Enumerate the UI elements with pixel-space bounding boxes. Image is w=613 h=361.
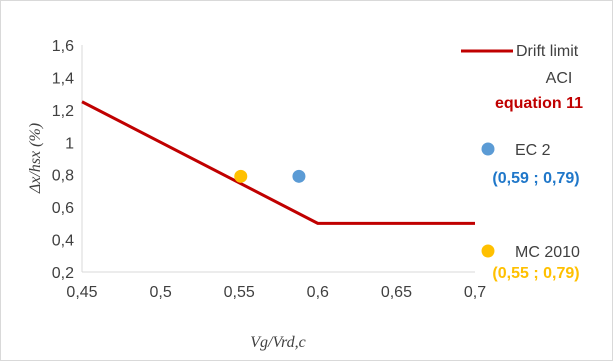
legend-label-mc2010: MC 2010 (515, 244, 580, 261)
legend: Drift limit ACI equation 11 EC 2 (0,59 ; 0,7… (461, 43, 583, 282)
y-tick-label: 0,4 (52, 233, 74, 250)
data-point (292, 169, 306, 183)
series-line-drift-limit (81, 100, 475, 225)
y-tick-label: 0,8 (52, 168, 74, 185)
y-tick-label: 0,2 (52, 265, 74, 282)
y-tick-label: 0,6 (52, 200, 74, 217)
x-tick-label: 0,5 (149, 284, 171, 301)
y-tick-label: 1 (65, 135, 74, 152)
y-tick-label: 1,2 (52, 103, 74, 120)
legend-sublabel-mc2010: (0,55 ; 0,79) (492, 265, 579, 282)
legend-label-ec2: EC 2 (515, 142, 551, 159)
legend-marker-ec2 (481, 142, 495, 156)
legend-label-aci: ACI (546, 70, 573, 87)
x-tick-label: 0,6 (307, 284, 329, 301)
x-tick-label: 0,45 (66, 284, 97, 301)
x-tick-label: 0,65 (381, 284, 412, 301)
x-tick-labels: 0,45 0,5 0,55 0,6 0,65 0,7 (66, 284, 486, 301)
data-point (234, 169, 248, 183)
legend-marker-mc2010 (481, 244, 495, 258)
y-tick-label: 1,6 (52, 38, 74, 55)
legend-sublabel-ec2: (0,59 ; 0,79) (492, 170, 579, 187)
y-tick-labels: 0,2 0,4 0,6 0,8 1 1,2 1,4 1,6 (52, 38, 74, 282)
y-tick-label: 1,4 (52, 70, 74, 87)
x-tick-label: 0,55 (224, 284, 255, 301)
y-axis-title: Δx/hsx (%) (27, 123, 44, 194)
legend-sublabel-equation: equation 11 (495, 95, 583, 112)
x-tick-label: 0,7 (464, 284, 486, 301)
legend-label-drift-limit: Drift limit (516, 43, 579, 60)
plot-area (81, 100, 475, 225)
x-axis-title: Vg/Vrd,c (250, 334, 306, 351)
